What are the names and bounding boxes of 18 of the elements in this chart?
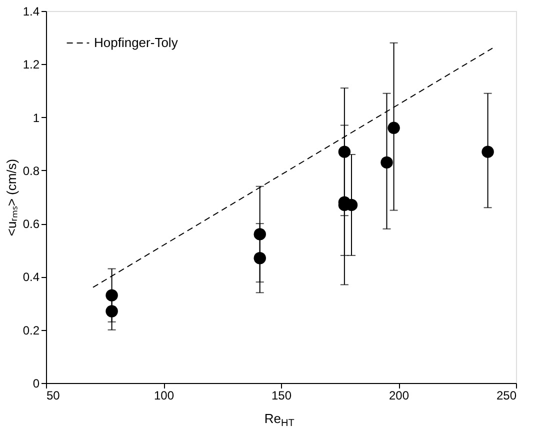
y-axis-title: <uᵣₘₛ> (cm/s): [4, 158, 19, 236]
point: [388, 122, 400, 134]
legend-label: Hopfinger-Toly: [94, 35, 178, 50]
y-tick-label: 0.8: [22, 164, 40, 178]
x-tick-label: 100: [154, 388, 174, 402]
x-tick-label: 150: [271, 388, 292, 402]
y-tick-label: 1: [32, 110, 40, 125]
x-tick-label: 200: [388, 388, 410, 402]
y-tick-label: 0.6: [22, 217, 40, 232]
point: [482, 146, 494, 158]
x-tick-label: 250: [496, 388, 517, 402]
y-tick-label: 0.2: [22, 323, 40, 338]
point: [106, 305, 118, 318]
x-tick-label: 50: [46, 388, 60, 402]
y-tick-label: 0.4: [22, 270, 40, 284]
y-tick-label: 1.4: [22, 4, 40, 18]
y-tick-label: 0: [32, 376, 40, 390]
y-tick-label: 1.2: [22, 58, 40, 72]
